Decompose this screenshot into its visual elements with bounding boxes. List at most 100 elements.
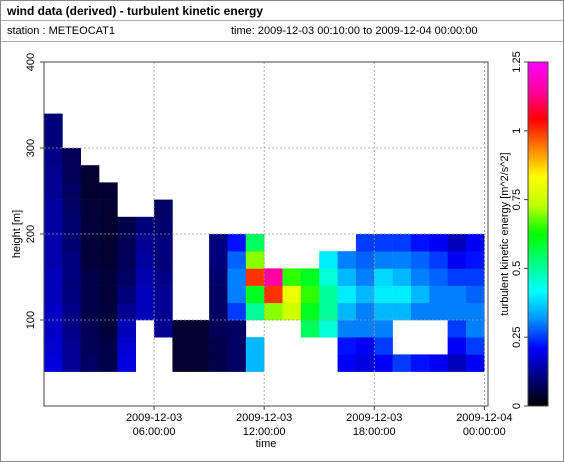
- heat-cell: [410, 268, 430, 286]
- heat-cell: [117, 337, 137, 355]
- heat-cell: [135, 216, 155, 235]
- heat-cell: [190, 354, 210, 372]
- heat-cell: [410, 285, 430, 304]
- heat-cell: [99, 199, 118, 218]
- heat-cell: [44, 130, 63, 149]
- heat-cell: [99, 354, 118, 372]
- heat-cell: [465, 337, 485, 355]
- heat-cell: [355, 320, 375, 338]
- heat-cell: [62, 148, 81, 166]
- heat-cell: [44, 268, 63, 286]
- heat-cell: [154, 199, 173, 218]
- heat-cell: [117, 251, 137, 269]
- heat-cell: [154, 234, 173, 252]
- heat-cell: [282, 285, 302, 304]
- heat-cell: [99, 337, 118, 355]
- heat-cell: [374, 251, 393, 269]
- heat-cell: [374, 354, 393, 372]
- heat-cell: [374, 268, 393, 286]
- heat-cell: [300, 302, 320, 321]
- heat-cell: [227, 302, 247, 321]
- heat-cell: [245, 302, 265, 321]
- heat-cell: [62, 182, 81, 200]
- heat-cell: [465, 354, 485, 372]
- heat-cell: [392, 251, 412, 269]
- heat-cell: [429, 285, 448, 304]
- heat-cell: [135, 268, 155, 286]
- heat-cell: [227, 234, 247, 252]
- heat-cell: [62, 320, 81, 338]
- colorbar-tick-label: 0.5: [511, 261, 523, 276]
- heat-cell: [135, 234, 155, 252]
- heat-cell: [117, 268, 137, 286]
- heat-cell: [154, 216, 173, 235]
- heat-cell: [117, 302, 137, 321]
- heat-cell: [80, 320, 100, 338]
- heat-cell: [447, 251, 467, 269]
- heat-cell: [44, 285, 63, 304]
- heat-cell: [44, 113, 63, 132]
- heat-cell: [99, 268, 118, 286]
- heat-cell: [62, 268, 81, 286]
- heat-cell: [209, 234, 228, 252]
- heat-cell: [282, 302, 302, 321]
- heat-cell: [355, 251, 375, 269]
- heat-cell: [135, 251, 155, 269]
- heat-cell: [227, 320, 247, 338]
- heat-cell: [245, 268, 265, 286]
- heat-cell: [99, 302, 118, 321]
- heat-cell: [80, 234, 100, 252]
- heat-cell: [319, 268, 338, 286]
- x-axis-label: time: [256, 438, 277, 450]
- heat-cell: [374, 285, 393, 304]
- station: station : METEOCAT1: [7, 25, 115, 37]
- heat-cell: [44, 251, 63, 269]
- heat-cell: [227, 337, 247, 355]
- heat-cell: [410, 354, 430, 372]
- heat-cell: [190, 337, 210, 355]
- heat-cell: [264, 285, 283, 304]
- colorbar-label: turbulent kinetic energy [m^2/s^2]: [499, 152, 511, 315]
- heat-cell: [245, 354, 265, 372]
- heat-cell: [465, 234, 485, 252]
- heat-cell: [62, 216, 81, 235]
- heat-cell: [154, 320, 173, 338]
- heat-cell: [154, 268, 173, 286]
- heat-cell: [374, 234, 393, 252]
- heat-cell: [355, 285, 375, 304]
- heat-cell: [209, 337, 228, 355]
- heat-cell: [410, 251, 430, 269]
- header-info: station : METEOCAT1 time: 2009-12-03 00:…: [1, 22, 563, 42]
- heat-cell: [80, 268, 100, 286]
- y-tick-label: 100: [25, 311, 37, 329]
- heat-cell: [429, 302, 448, 321]
- heat-cell: [117, 354, 137, 372]
- heat-cell: [337, 337, 357, 355]
- heat-cell: [264, 302, 283, 321]
- heat-cell: [245, 251, 265, 269]
- heat-cell: [154, 285, 173, 304]
- heat-cell: [429, 234, 448, 252]
- heat-cell: [300, 320, 320, 338]
- heat-cell: [447, 302, 467, 321]
- heat-cell: [80, 199, 100, 218]
- colorbar-tick-label: 1.25: [511, 51, 523, 72]
- heat-cell: [209, 285, 228, 304]
- heat-cell: [245, 234, 265, 252]
- heat-cell: [209, 251, 228, 269]
- colorbar-tick-label: 0.75: [511, 189, 523, 210]
- y-tick-label: 300: [25, 139, 37, 157]
- heat-cell: [227, 251, 247, 269]
- heat-cell: [429, 354, 448, 372]
- heat-cell: [62, 354, 81, 372]
- heat-cell: [135, 302, 155, 321]
- heat-cell: [337, 251, 357, 269]
- heat-cell: [392, 234, 412, 252]
- time-range: time: 2009-12-03 00:10:00 to 2009-12-04 …: [231, 25, 478, 37]
- heat-cell: [80, 216, 100, 235]
- colorbar-tick-label: 0.25: [511, 326, 523, 347]
- heat-cell: [264, 268, 283, 286]
- heat-cell: [117, 285, 137, 304]
- heat-cell: [319, 320, 338, 338]
- heat-cell: [117, 320, 137, 338]
